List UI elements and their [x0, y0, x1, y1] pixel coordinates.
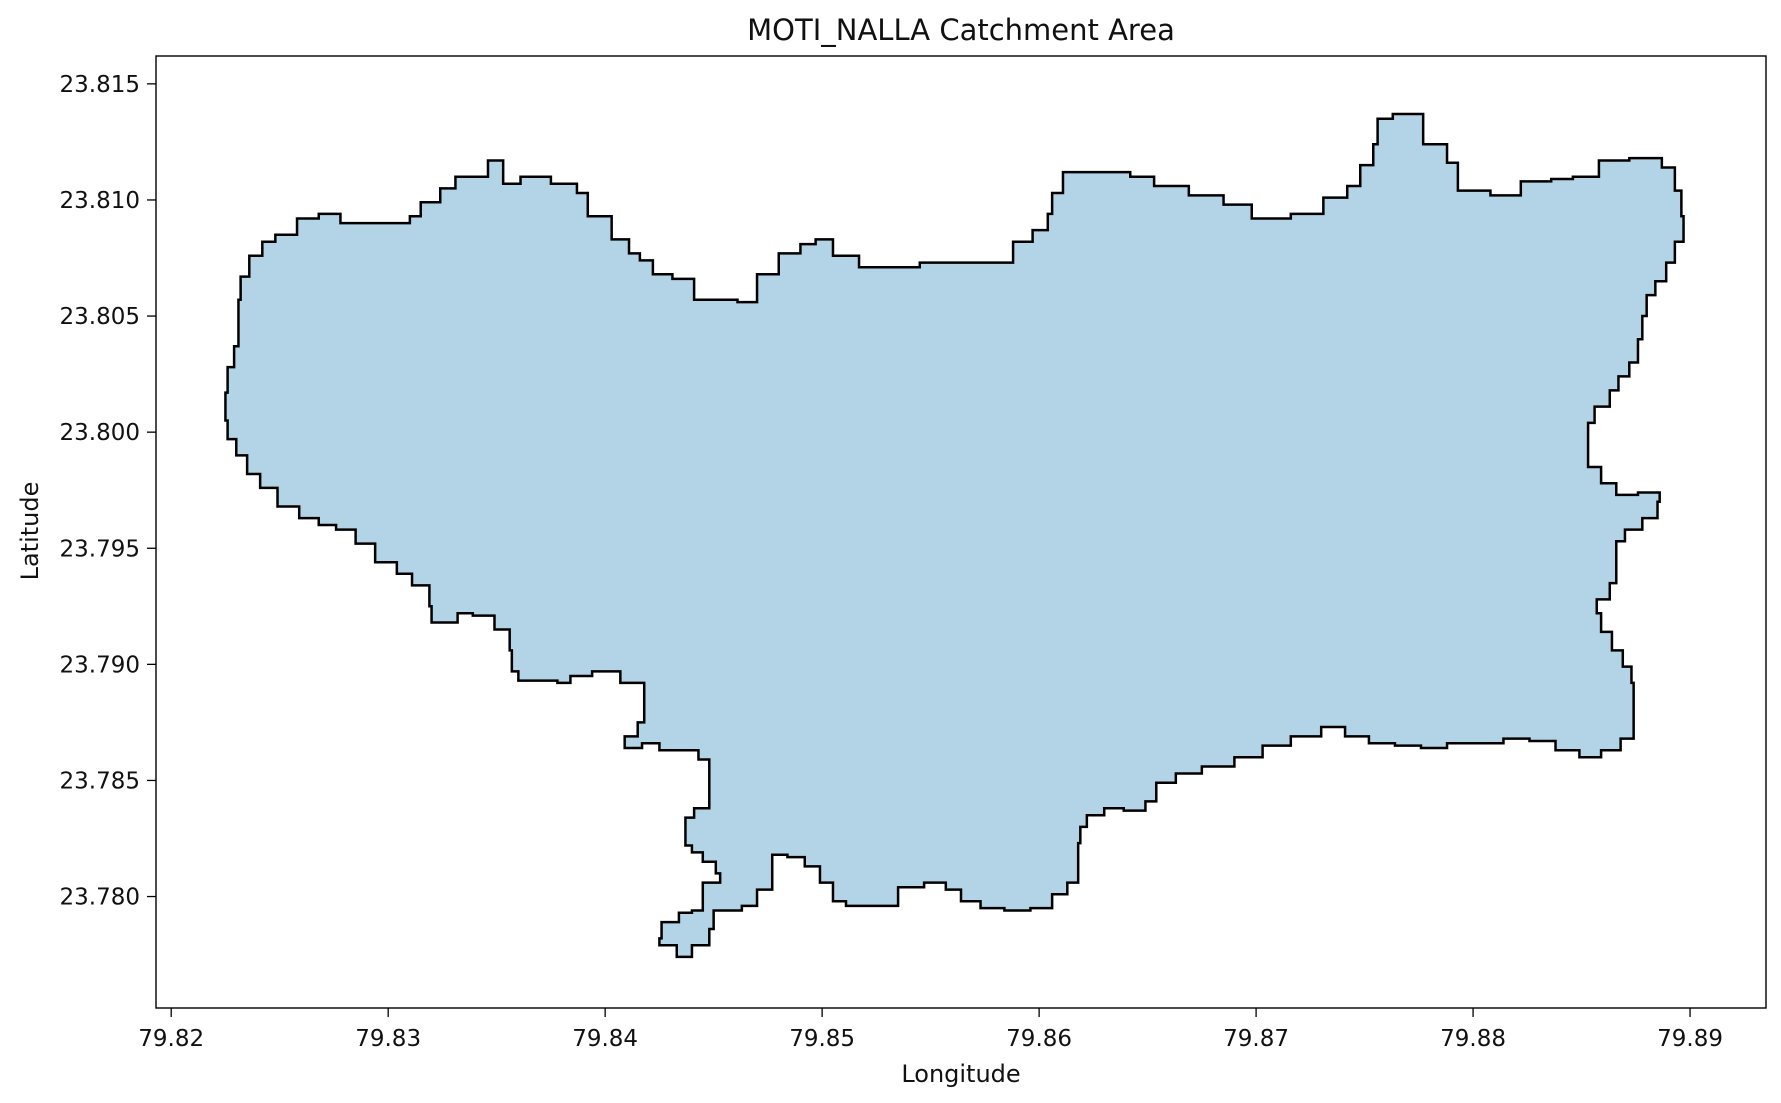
y-axis: 23.780 23.785 23.790 23.795 23.800 23.805 23.8… [60, 72, 156, 911]
y-axis-label: Latitude [16, 482, 44, 581]
x-tick-label: 79.85 [789, 1026, 855, 1052]
y-tick-label: 23.805 [60, 304, 140, 330]
y-tick-label: 23.795 [60, 536, 140, 562]
x-tick-label: 79.88 [1440, 1026, 1506, 1052]
catchment-polygon[interactable] [224, 112, 1685, 959]
y-tick-label: 23.800 [60, 420, 140, 446]
x-tick-label: 79.84 [572, 1026, 638, 1052]
catchment-layer [224, 112, 1685, 959]
x-axis-label: Longitude [901, 1060, 1020, 1088]
y-tick-label: 23.780 [60, 885, 140, 911]
x-axis: 79.82 79.83 79.84 79.85 79.86 79.87 79.88 79.89 [138, 1008, 1723, 1052]
y-tick-label: 23.810 [60, 188, 140, 214]
x-tick-label: 79.87 [1223, 1026, 1289, 1052]
y-tick-label: 23.790 [60, 652, 140, 678]
y-tick-label: 23.785 [60, 768, 140, 794]
chart-title: MOTI_NALLA Catchment Area [747, 13, 1175, 47]
x-tick-label: 79.83 [355, 1026, 421, 1052]
x-tick-label: 79.89 [1657, 1026, 1723, 1052]
plot-frame [155, 55, 1767, 1009]
y-tick-label: 23.815 [60, 72, 140, 98]
x-tick-label: 79.82 [138, 1026, 204, 1052]
x-tick-label: 79.86 [1006, 1026, 1072, 1052]
